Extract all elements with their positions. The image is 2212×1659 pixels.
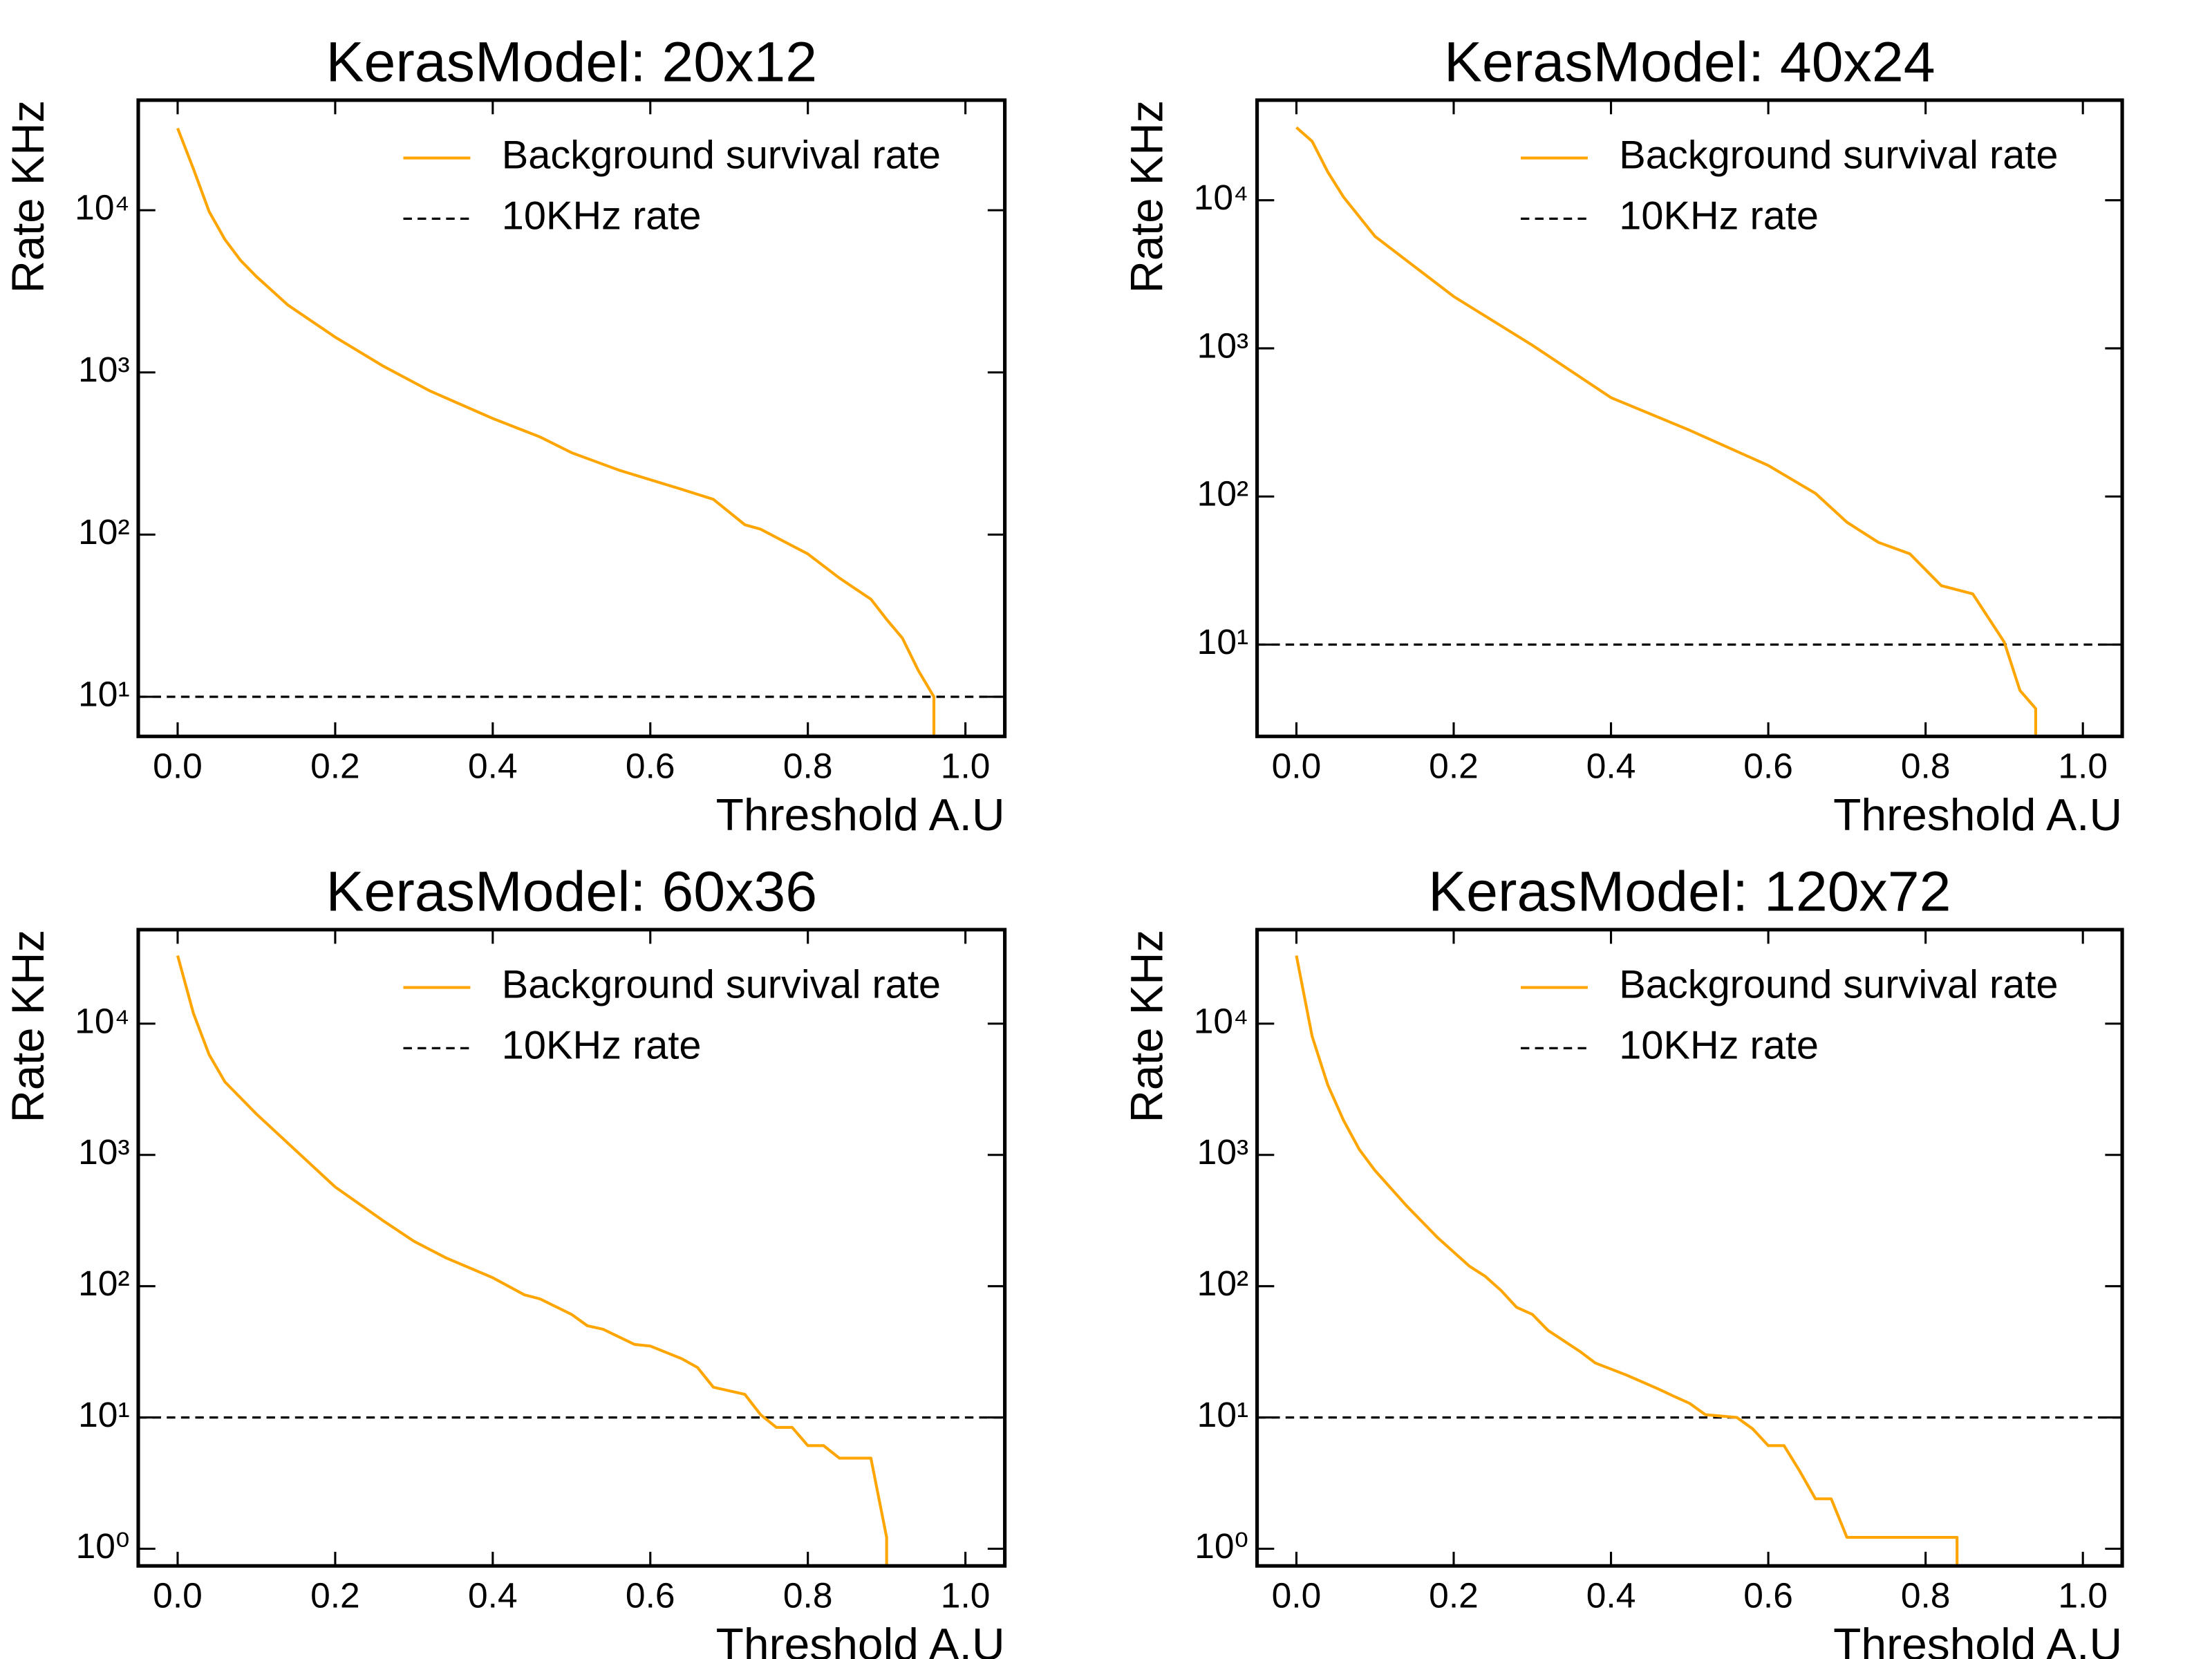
x-tick-label: 1.0 — [941, 1576, 991, 1615]
y-tick-label: 10⁴ — [1194, 1002, 1248, 1041]
legend-label: Background survival rate — [502, 963, 941, 1007]
x-axis-label: Threshold A.U — [716, 1619, 1005, 1659]
y-tick-label: 10² — [1197, 474, 1248, 514]
chart-panel: KerasModel: 120x72 Rate KHz Threshold A.U 0… — [1121, 861, 2124, 1659]
x-tick-label: 0.6 — [626, 1576, 675, 1615]
x-tick-label: 0.2 — [310, 1576, 360, 1615]
plot-frame — [136, 928, 1007, 1568]
chart-title: KerasModel: 20x12 — [326, 31, 818, 94]
x-tick-label: 0.8 — [783, 747, 833, 786]
x-tick-label: 0.0 — [1272, 747, 1322, 786]
chart-title: KerasModel: 120x72 — [1428, 861, 1951, 924]
y-tick-label: 10¹ — [1197, 622, 1248, 662]
x-tick-label: 0.2 — [1429, 1576, 1479, 1615]
y-tick-label: 10⁴ — [75, 1002, 129, 1041]
y-tick-label: 10⁰ — [1194, 1526, 1248, 1566]
x-tick-label: 0.4 — [468, 747, 518, 786]
legend-label: 10KHz rate — [502, 1024, 702, 1068]
y-tick-label: 10² — [1197, 1264, 1248, 1303]
data-line — [176, 127, 936, 737]
y-tick-label: 10⁴ — [1194, 178, 1248, 217]
chart-title: KerasModel: 60x36 — [326, 861, 818, 924]
x-tick-label: 0.4 — [1586, 1576, 1636, 1615]
y-tick-label: 10³ — [1197, 326, 1248, 366]
legend-label: Background survival rate — [1619, 963, 2058, 1007]
x-tick-label: 0.2 — [310, 747, 360, 786]
legend-label: Background survival rate — [1619, 133, 2058, 178]
x-tick-label: 0.0 — [153, 747, 203, 786]
y-tick-label: 10⁴ — [75, 188, 129, 227]
y-axis-label: Rate KHz — [2, 100, 53, 293]
data-line — [1295, 126, 2038, 737]
x-tick-label: 1.0 — [2058, 747, 2108, 786]
x-tick-label: 1.0 — [2058, 1576, 2108, 1615]
data-line — [176, 955, 888, 1566]
legend-label: 10KHz rate — [1619, 194, 1819, 238]
y-tick-label: 10¹ — [78, 1395, 129, 1434]
chart-panel: KerasModel: 60x36 Rate KHz Threshold A.U 0.… — [2, 861, 1007, 1659]
x-tick-label: 0.0 — [1272, 1576, 1322, 1615]
y-tick-label: 10³ — [78, 350, 129, 389]
data-line — [1295, 955, 1959, 1566]
y-tick-label: 10³ — [78, 1132, 129, 1172]
x-axis-label: Threshold A.U — [716, 789, 1005, 840]
y-tick-label: 10¹ — [1197, 1395, 1248, 1434]
plot-frame — [1255, 928, 2124, 1568]
x-tick-label: 0.2 — [1429, 747, 1479, 786]
legend-label: Background survival rate — [502, 133, 941, 178]
x-tick-label: 0.4 — [1586, 747, 1636, 786]
x-axis-label: Threshold A.U — [1833, 1619, 2122, 1659]
x-tick-label: 1.0 — [941, 747, 991, 786]
chart-title: KerasModel: 40x24 — [1444, 31, 1936, 94]
plot-frame — [1255, 98, 2124, 738]
y-axis-label: Rate KHz — [1121, 100, 1172, 293]
y-tick-label: 10³ — [1197, 1132, 1248, 1172]
plot-frame — [136, 98, 1007, 738]
y-axis-label: Rate KHz — [2, 930, 53, 1123]
x-tick-label: 0.4 — [468, 1576, 518, 1615]
x-tick-label: 0.6 — [626, 747, 675, 786]
x-axis-label: Threshold A.U — [1833, 789, 2122, 840]
legend-label: 10KHz rate — [502, 194, 702, 238]
x-tick-label: 0.8 — [783, 1576, 833, 1615]
x-tick-label: 0.8 — [1901, 1576, 1951, 1615]
x-tick-label: 0.0 — [153, 1576, 203, 1615]
y-tick-label: 10² — [78, 1264, 129, 1303]
y-tick-label: 10¹ — [78, 675, 129, 714]
y-tick-label: 10⁰ — [76, 1526, 130, 1566]
y-axis-label: Rate KHz — [1121, 930, 1172, 1123]
x-tick-label: 0.8 — [1901, 747, 1951, 786]
x-tick-label: 0.6 — [1743, 1576, 1793, 1615]
x-tick-label: 0.6 — [1743, 747, 1793, 786]
legend-label: 10KHz rate — [1619, 1024, 1819, 1068]
y-tick-label: 10² — [78, 512, 129, 552]
